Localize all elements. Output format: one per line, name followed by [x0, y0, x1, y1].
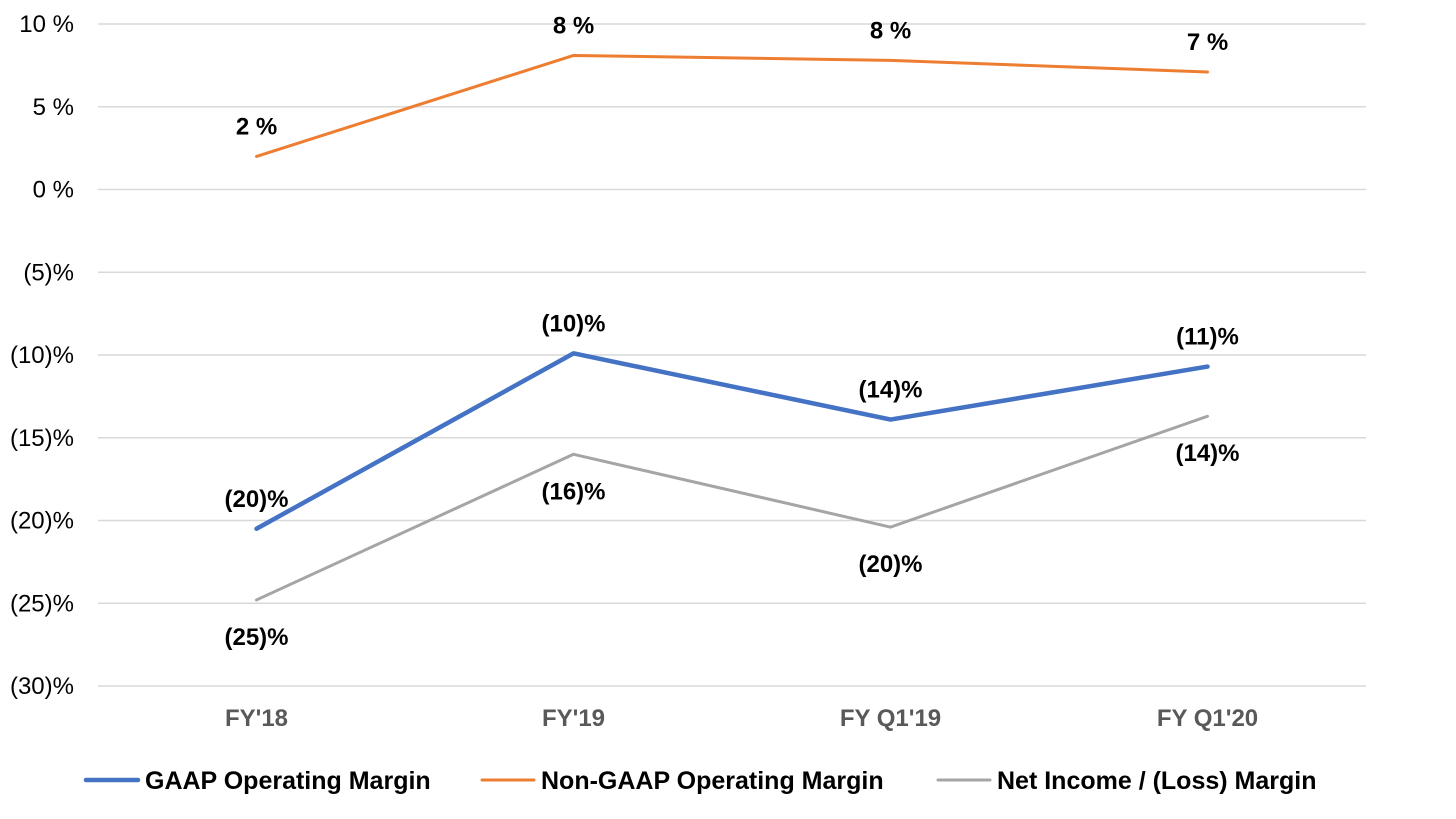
data-labels: (20)% (10)% (14)% (11)% 2 % 8 % 8 % 7 % (25)% (16…	[224, 12, 1239, 650]
y-tick-label: (25)%	[10, 590, 74, 617]
y-tick-label: (10)%	[10, 342, 74, 369]
data-label: (10)%	[541, 310, 605, 337]
data-label: 8 %	[553, 12, 594, 39]
data-label: (20)%	[224, 486, 288, 513]
data-label: 7 %	[1187, 29, 1228, 56]
y-tick-label: (5)%	[23, 259, 74, 286]
legend-label-net-income-loss-margin: Net Income / (Loss) Margin	[997, 767, 1316, 795]
series-line-gaap-operating-margin	[254, 351, 1210, 532]
gridlines	[98, 23, 1366, 687]
legend-label-non-gaap-operating-margin: Non-GAAP Operating Margin	[541, 767, 884, 795]
y-tick-label: (15)%	[10, 425, 74, 452]
legend: GAAP Operating Margin Non-GAAP Operating …	[83, 767, 1316, 795]
x-tick-label: FY Q1'19	[840, 705, 941, 732]
series-lines	[254, 53, 1210, 602]
data-label: (14)%	[1175, 440, 1239, 467]
data-label: (14)%	[858, 377, 922, 404]
x-tick-label: FY Q1'20	[1157, 705, 1258, 732]
series-line-net-income-loss-margin	[255, 414, 1209, 602]
data-label: (16)%	[541, 478, 605, 505]
data-label: (25)%	[224, 624, 288, 651]
y-tick-label: 5 %	[33, 94, 74, 121]
y-tick-label: (20)%	[10, 508, 74, 535]
x-tick-label: FY'19	[542, 705, 605, 732]
x-tick-label: FY'18	[225, 705, 288, 732]
series-line-non-gaap-operating-margin	[255, 53, 1209, 158]
y-tick-label: (30)%	[10, 673, 74, 700]
data-label: 8 %	[870, 17, 911, 44]
data-label: (20)%	[858, 551, 922, 578]
legend-label-gaap-operating-margin: GAAP Operating Margin	[145, 767, 431, 795]
data-label: 2 %	[236, 113, 277, 140]
y-tick-label: 0 %	[33, 177, 74, 204]
x-axis-tick-labels: FY'18 FY'19 FY Q1'19 FY Q1'20	[225, 705, 1258, 732]
y-tick-label: 10 %	[19, 11, 74, 38]
y-axis-tick-labels: 10 % 5 % 0 % (5)% (10)% (15)% (20)% (25)% (30)%	[10, 11, 74, 700]
data-label: (11)%	[1176, 324, 1239, 351]
